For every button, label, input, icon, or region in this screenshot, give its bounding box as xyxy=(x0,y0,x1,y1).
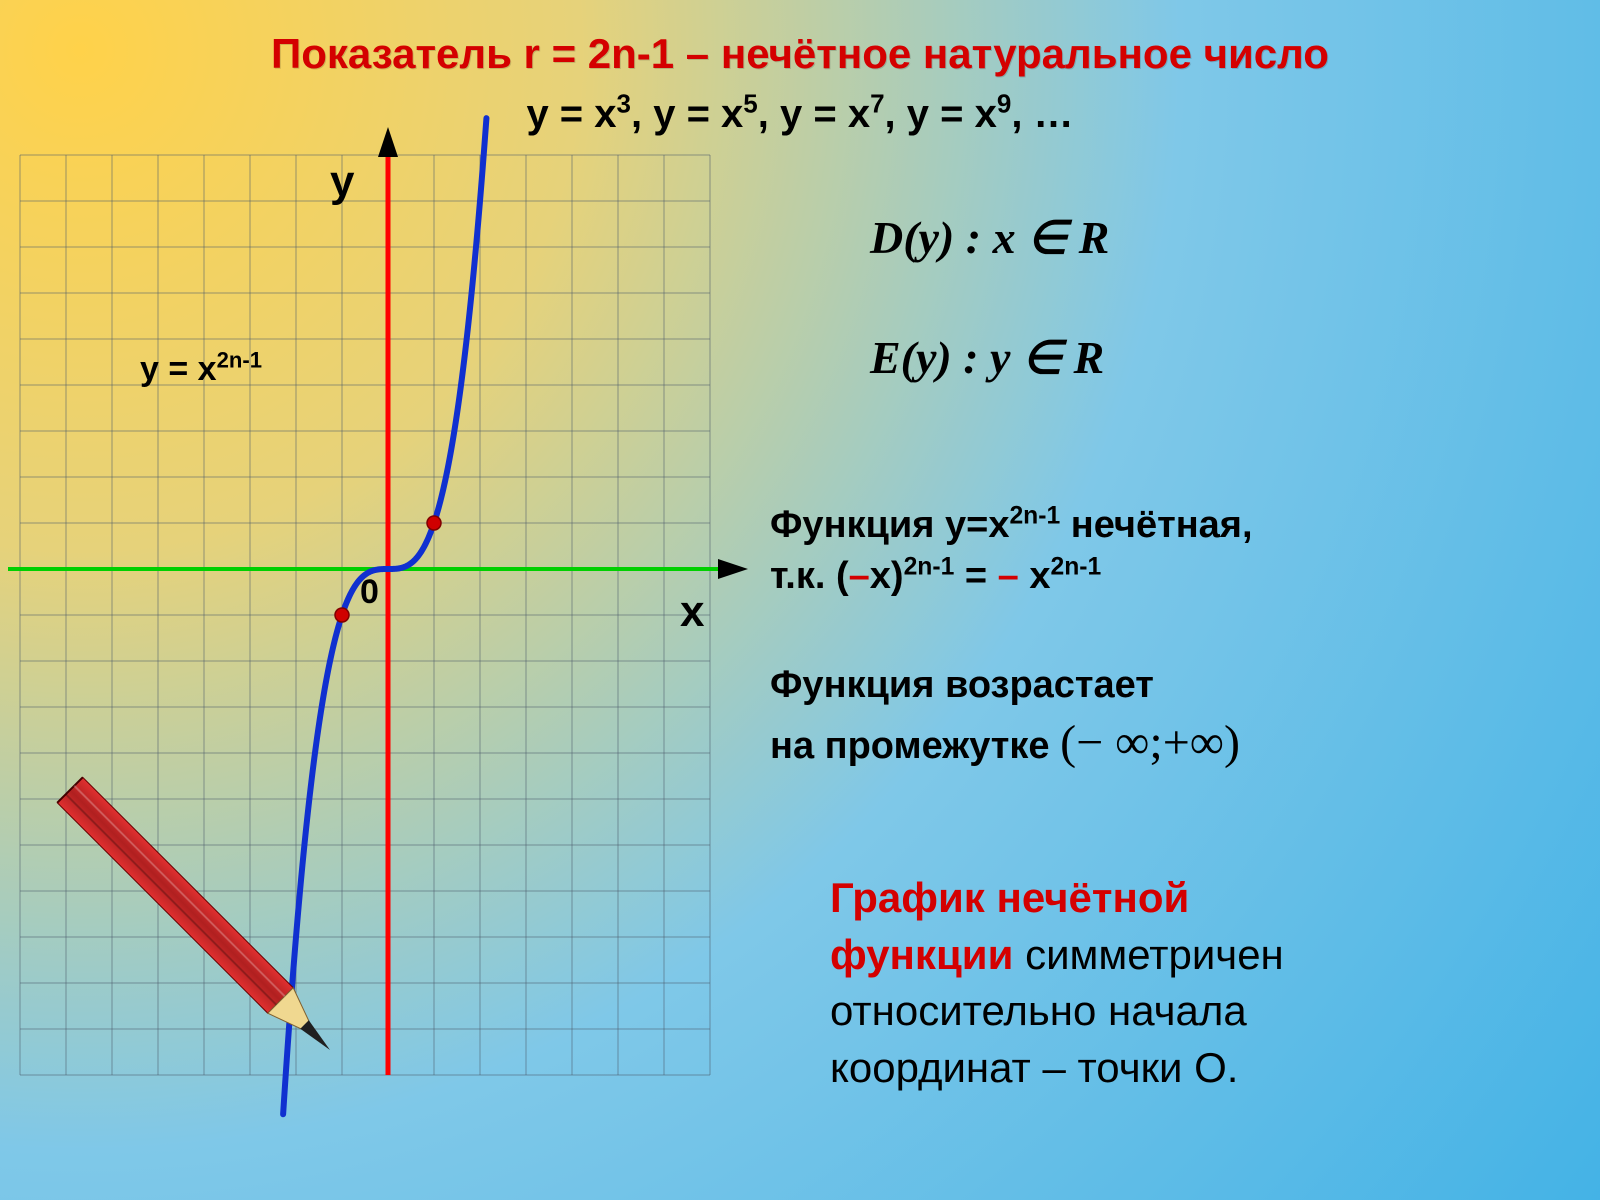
curve-label: у = х2n-1 xyxy=(140,350,262,389)
odd-statement: Функция у=х2n-1 нечётная,т.к. (–х)2n-1 =… xyxy=(770,500,1253,603)
title-part-a: Показатель r = 2n-1 xyxy=(271,30,674,77)
title-part-b: – нечётное натуральное число xyxy=(674,30,1329,77)
curve-marker xyxy=(335,608,349,622)
increasing-statement: Функция возрастаетна промежутке (− ∞;+∞) xyxy=(770,660,1240,776)
curve-marker xyxy=(427,516,441,530)
y-axis-label: у xyxy=(330,157,354,207)
symmetry-statement: График нечётнойфункции симметриченотноси… xyxy=(830,870,1284,1097)
examples-label: у = х3, у = х5, у = х7, у = х9, … xyxy=(0,92,1600,137)
x-axis-label: х xyxy=(680,587,704,637)
grid xyxy=(20,155,710,1075)
origin-label: 0 xyxy=(360,573,379,612)
range-text: E(y) : y ∈ R xyxy=(870,330,1104,384)
slide-title: Показатель r = 2n-1 – нечётное натуральн… xyxy=(0,30,1600,78)
domain-text: D(y) : x ∈ R xyxy=(870,210,1109,264)
